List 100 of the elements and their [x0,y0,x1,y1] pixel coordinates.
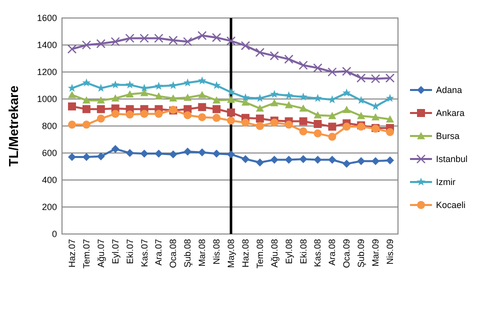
x-tick-label: May.08 [226,239,236,268]
point [255,48,265,58]
legend-label: Bursa [436,131,460,142]
x-tick-label: Eyl.07 [110,239,120,264]
x-tick-label: Oca.08 [168,239,178,268]
y-tick-label: 1200 [36,67,57,78]
point [256,104,264,112]
point [82,105,90,114]
point [212,114,221,122]
point [226,88,236,96]
point [96,96,105,104]
y-tick-label: 400 [42,175,57,186]
point [328,156,336,164]
point [82,96,90,104]
point [299,117,308,126]
point [284,54,294,64]
point [240,41,250,50]
point [111,144,120,153]
point [198,90,206,98]
point [227,96,235,103]
y-tick-label: 0 [52,229,57,240]
point [126,80,134,88]
y-tick-label: 1600 [36,13,57,24]
point [96,152,105,160]
point [126,149,134,157]
legend-label: Istanbul [436,154,468,164]
point [270,51,279,60]
point [241,118,250,127]
point [314,120,322,128]
point [342,106,351,113]
point [197,30,207,40]
legend-label: Kocaeli [436,200,466,210]
y-tick-label: 1000 [36,94,57,104]
point [126,90,134,98]
point [299,104,308,112]
x-tick-label: Tem.07 [81,239,92,269]
point [67,44,77,54]
point [154,34,164,43]
point [184,94,192,101]
x-tick-label: Haz.07 [67,239,77,268]
point [299,155,308,164]
point [96,105,105,114]
point [140,150,148,158]
x-tick-label: Şub.08 [182,239,193,268]
point [226,36,236,46]
point [183,37,192,46]
point [212,32,222,42]
point [212,150,221,158]
y-tick-label: 600 [42,148,57,158]
point [356,73,366,83]
legend-label: Ankara [436,108,465,118]
point [140,34,149,43]
point [227,116,235,125]
point [370,74,380,84]
point [385,73,395,83]
y-axis-title: TL/Metrekare [6,86,21,166]
x-tick-label: Ara.07 [154,239,164,266]
point [154,82,163,90]
point [126,110,134,119]
point [372,113,380,120]
x-tick-label: Eki.08 [298,239,308,264]
point [357,112,366,120]
point [386,115,394,122]
point [140,110,148,118]
point [313,63,322,73]
point [227,150,235,158]
point [96,114,105,123]
point [154,150,163,158]
point [342,160,351,168]
x-tick-label: Ağu.08 [269,239,280,268]
point [284,156,293,164]
point [314,129,322,138]
point [212,96,221,104]
point [356,96,366,104]
x-tick-label: Eki.07 [124,239,135,264]
point [328,67,337,77]
point [212,105,221,114]
point [169,94,178,102]
point [256,122,264,130]
x-tick-label: Kas.08 [312,239,323,268]
point [68,120,76,129]
x-tick-label: Nis.08 [212,239,222,265]
y-tick-label: 1400 [36,40,57,50]
point [328,122,336,131]
point [386,128,394,136]
point [299,127,308,136]
legend-label: Izmir [436,177,456,188]
point [110,37,120,46]
point [314,156,322,164]
point [68,153,76,162]
point [328,112,336,120]
x-tick-label: Eyl.08 [284,239,294,264]
point [168,36,178,45]
x-tick-label: Ağu.07 [96,239,106,268]
point [198,148,206,156]
point [386,156,394,164]
point [154,92,163,100]
point [357,157,366,166]
x-tick-label: Ara.08 [327,239,338,266]
x-tick-label: Nis.09 [385,239,395,265]
